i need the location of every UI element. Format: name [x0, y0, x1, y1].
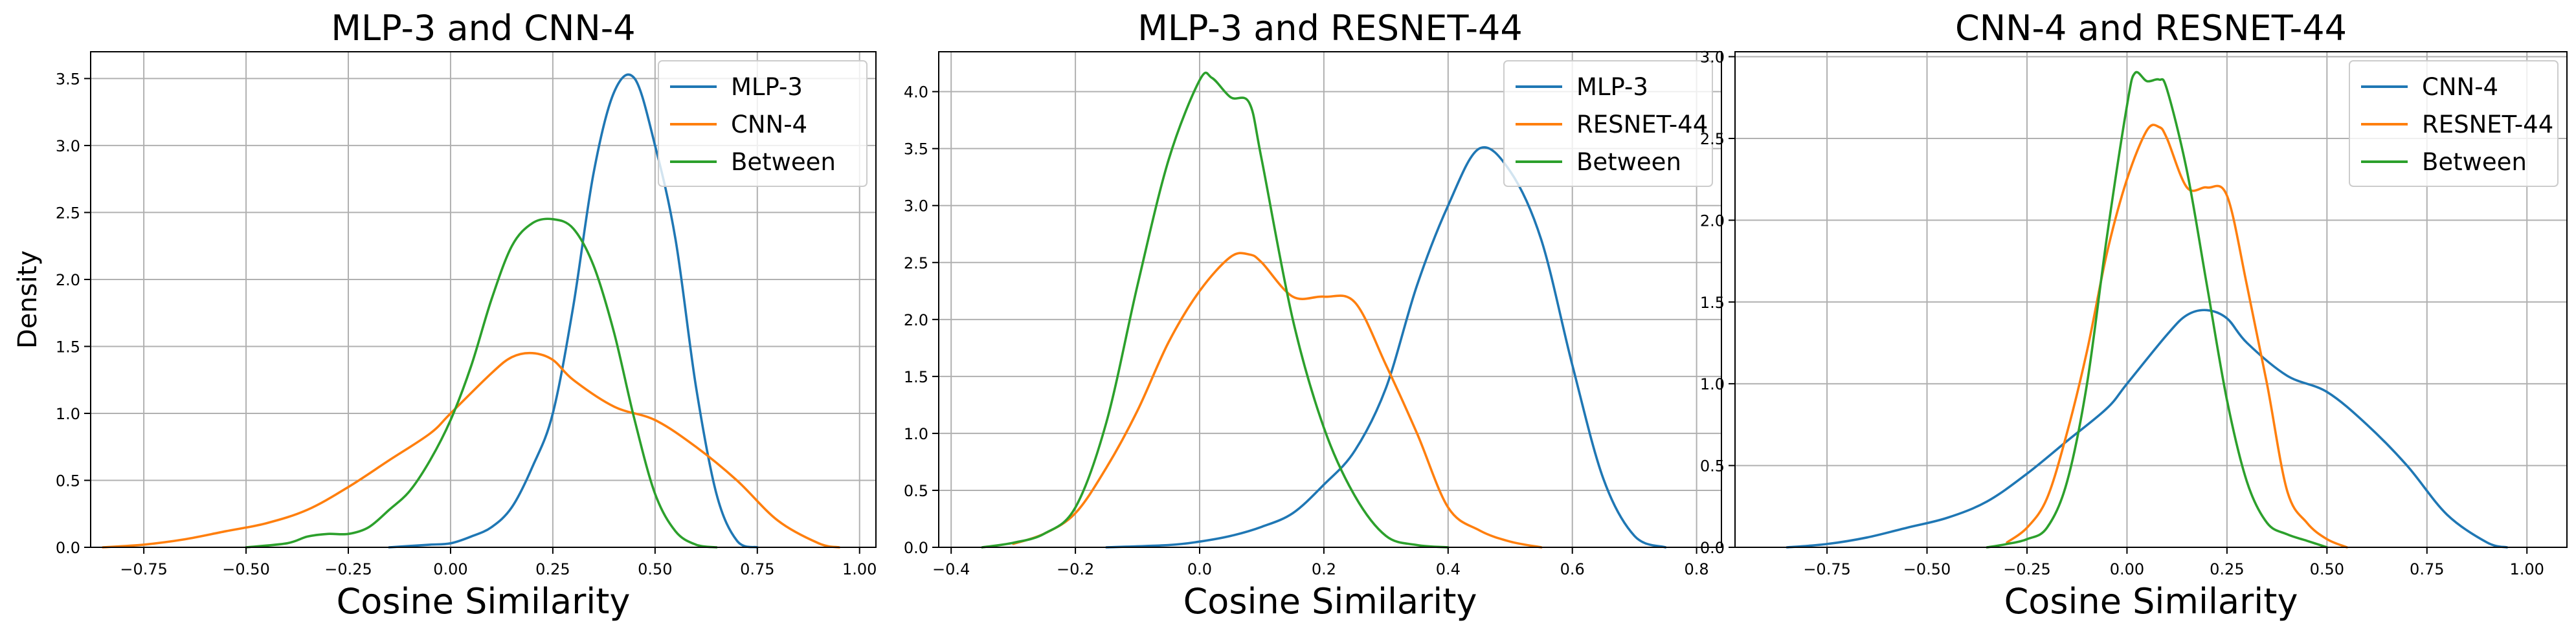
y-tick-label: 2.0 — [1700, 212, 1725, 230]
x-tick-label: −0.25 — [324, 560, 372, 578]
chart-panel-1: −0.75 −0.50 −0.25 0.00 0.25 0.50 0.75 1.00 0.0 0.… — [13, 8, 877, 622]
series-line-resnet-44 — [1012, 252, 1543, 549]
y-tick-label: 1.0 — [1700, 375, 1725, 393]
legend-label: CNN-4 — [731, 111, 807, 138]
legend: MLP-3 RESNET-44 Between — [1503, 60, 1713, 187]
chart-title: MLP-3 and RESNET-44 — [1137, 8, 1522, 49]
y-tick-label: 3.5 — [56, 70, 80, 88]
x-tick-label: 0.75 — [740, 560, 774, 578]
y-tick-label: 2.5 — [1700, 130, 1725, 148]
plot-area — [90, 51, 877, 548]
legend-box — [658, 60, 868, 187]
x-tick-label: 0.50 — [2310, 560, 2344, 578]
y-tick-label: 1.0 — [56, 405, 80, 423]
series-line-cnn-4 — [1786, 309, 2509, 549]
y-tick-label: 2.5 — [904, 254, 928, 272]
chart-title: MLP-3 and CNN-4 — [331, 8, 635, 49]
y-tick-label: 1.5 — [904, 368, 928, 386]
legend-label: Between — [731, 148, 836, 176]
x-tick-label: 0.00 — [2110, 560, 2144, 578]
series-line-between — [1986, 71, 2329, 549]
x-tick-label: 0.2 — [1312, 560, 1336, 578]
y-tick-label: 4.0 — [904, 83, 928, 102]
legend-label: RESNET-44 — [1576, 111, 1708, 138]
y-tick-label: 1.5 — [1700, 294, 1725, 312]
y-tick-label: 0.0 — [56, 539, 80, 557]
y-tick-label: 0.0 — [904, 539, 928, 557]
x-tick-label: 0.25 — [2210, 560, 2244, 578]
series-line-mlp-3 — [388, 73, 759, 549]
legend-label: MLP-3 — [731, 73, 803, 101]
series-line-cnn-4 — [102, 351, 840, 549]
legend-label: Between — [2422, 148, 2527, 176]
x-tick-label: −0.50 — [1903, 560, 1951, 578]
x-tick-label: −0.25 — [2003, 560, 2051, 578]
y-tick-label: 0.5 — [56, 472, 80, 490]
chart-title: CNN-4 and RESNET-44 — [1955, 8, 2347, 49]
legend-box — [2349, 60, 2559, 187]
x-tick-label: −0.75 — [1803, 560, 1851, 578]
legend-label: RESNET-44 — [2422, 111, 2553, 138]
x-axis-label: Cosine Similarity — [337, 581, 631, 622]
series-line-resnet-44 — [2006, 124, 2348, 549]
x-tick-label: 0.0 — [1187, 560, 1212, 578]
y-tick-label: 0.0 — [1700, 539, 1725, 557]
y-axis-label: Density — [13, 250, 43, 349]
y-tick-label: 0.5 — [904, 482, 928, 500]
chart-panel-3: −0.75 −0.50 −0.25 0.00 0.25 0.50 0.75 1.00 0.0 0.… — [1700, 8, 2568, 622]
x-tick-label: 0.8 — [1685, 560, 1709, 578]
x-tick-label: −0.2 — [1057, 560, 1094, 578]
y-tick-label: 1.0 — [904, 425, 928, 443]
legend-label: Between — [1576, 148, 1681, 176]
x-tick-label: 0.6 — [1560, 560, 1585, 578]
x-axis-label: Cosine Similarity — [1183, 581, 1477, 622]
y-tick-label: 0.5 — [1700, 457, 1725, 476]
legend: MLP-3 CNN-4 Between — [658, 60, 868, 187]
x-axis-label: Cosine Similarity — [2004, 581, 2298, 622]
x-tick-label: −0.4 — [932, 560, 970, 578]
x-tick-label: 0.25 — [535, 560, 570, 578]
legend-label: CNN-4 — [2422, 73, 2498, 101]
legend-label: MLP-3 — [1576, 73, 1648, 101]
y-tick-label: 3.0 — [1700, 49, 1725, 67]
x-tick-label: 0.00 — [433, 560, 467, 578]
y-tick-label: 3.5 — [904, 140, 928, 158]
y-tick-label: 2.0 — [56, 271, 80, 289]
series-line-between — [981, 71, 1450, 549]
y-tick-label: 2.5 — [56, 204, 80, 222]
y-tick-label: 3.0 — [56, 137, 80, 155]
y-tick-label: 1.5 — [56, 338, 80, 356]
x-tick-label: 0.4 — [1436, 560, 1461, 578]
x-tick-label: 0.75 — [2410, 560, 2444, 578]
legend: CNN-4 RESNET-44 Between — [2349, 60, 2559, 187]
plot-area — [1734, 51, 2568, 548]
x-tick-label: 1.00 — [842, 560, 877, 578]
series-line-mlp-3 — [1105, 146, 1667, 549]
x-tick-label: 0.50 — [638, 560, 672, 578]
x-tick-label: −0.75 — [120, 560, 168, 578]
series-line-between — [245, 217, 718, 549]
y-tick-label: 3.0 — [904, 197, 928, 215]
plot-area — [938, 51, 1722, 548]
y-tick-label: 2.0 — [904, 311, 928, 329]
chart-panel-2: −0.4 −0.2 0.0 0.2 0.4 0.6 0.8 0.0 0.5 1.0 1.5 2.0 2.… — [904, 8, 1722, 622]
x-tick-label: −0.50 — [222, 560, 270, 578]
x-tick-label: 1.00 — [2510, 560, 2544, 578]
legend-box — [1503, 60, 1713, 187]
